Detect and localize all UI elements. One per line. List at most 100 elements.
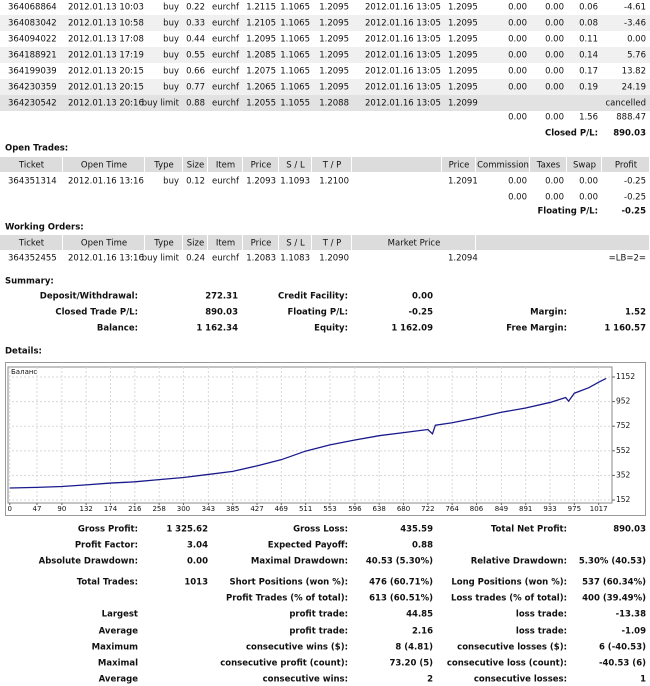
- header-cell: [183, 235, 207, 250]
- plot-area: [7, 366, 613, 504]
- stat-label: consecutive wins ($):: [246, 643, 348, 653]
- cell: 0.88: [186, 99, 205, 109]
- stat-value: 476 (60.71%): [369, 578, 433, 588]
- cell: 0.00: [545, 35, 564, 45]
- header-text: Swap: [573, 161, 596, 171]
- y-tick-label: 152: [616, 495, 631, 504]
- stat-label: Long Positions (won %):: [451, 578, 567, 588]
- stat-value: 0.88: [412, 541, 433, 551]
- x-tick-label: 975: [568, 505, 581, 513]
- cell: 1.2095: [319, 83, 349, 93]
- cell: 2012.01.16 13:05: [365, 19, 441, 29]
- stat-label: profit trade:: [289, 627, 348, 637]
- cell: 0.00: [545, 19, 564, 29]
- cell: 0.00: [545, 51, 564, 61]
- cell: 0.12: [186, 177, 205, 187]
- cell: 0.17: [579, 67, 598, 77]
- stat-value: 40.53 (5.30%): [366, 557, 433, 567]
- cell: 1.2095: [448, 67, 478, 77]
- stat-label: Total Trades:: [77, 578, 138, 588]
- stat-label: Total Net Profit:: [491, 525, 567, 535]
- cell: 24.19: [622, 83, 646, 93]
- header-text: Size: [187, 161, 204, 171]
- header-cell: [145, 235, 182, 250]
- header-cell: [208, 157, 242, 172]
- header-cell: [183, 157, 207, 172]
- stat-value: 1013: [184, 578, 208, 588]
- closed-pl-label: Closed P/L:: [545, 129, 598, 139]
- x-tick-label: 47: [32, 505, 41, 513]
- cell: 1.1055: [280, 99, 310, 109]
- cell: 364351314: [8, 177, 57, 187]
- cell: cancelled: [605, 99, 646, 109]
- stat-value: 435.59: [400, 525, 433, 535]
- summary-value: 1.52: [625, 308, 646, 318]
- stat-value: -13.38: [616, 610, 646, 620]
- total-cell: 0.00: [545, 113, 564, 123]
- cell: -4.61: [624, 3, 646, 13]
- cell: 1.2095: [319, 3, 349, 13]
- header-cell: [530, 157, 566, 172]
- cell: buy: [163, 35, 179, 45]
- summary-label: Deposit/Withdrawal:: [40, 292, 138, 302]
- header-cell: [442, 157, 475, 172]
- stat-label: Maximal Drawdown:: [251, 557, 348, 567]
- cell: 0.00: [508, 3, 527, 13]
- stat-value: 73.20 (5): [389, 659, 433, 669]
- cell: eurchf: [212, 99, 240, 109]
- header-text: T / P: [322, 239, 342, 249]
- closed-pl-value: 890.03: [613, 129, 646, 139]
- stat-label: Gross Profit:: [78, 525, 138, 535]
- total-cell: 0.00: [579, 193, 598, 203]
- cell: 0.33: [186, 19, 205, 29]
- cell: 0.44: [186, 35, 205, 45]
- y-tick-label: 752: [616, 421, 631, 430]
- summary-value: 0.00: [412, 292, 433, 302]
- stat-label: consecutive wins:: [263, 675, 348, 685]
- header-cell: [0, 235, 62, 250]
- stat-value: 890.03: [613, 525, 646, 535]
- cell: 2012.01.16 13:16: [68, 254, 144, 264]
- header-cell: [567, 157, 601, 172]
- cell: 1.2115: [246, 3, 276, 13]
- cell: 1.2095: [448, 19, 478, 29]
- cell: 1.2095: [448, 35, 478, 45]
- cell: 0.00: [627, 35, 646, 45]
- summary-label: Balance:: [97, 324, 138, 334]
- cell: buy limit: [142, 99, 180, 109]
- header-cell: [352, 235, 475, 250]
- cell: 1.2095: [448, 3, 478, 13]
- header-cell: [145, 157, 182, 172]
- stat-label: Average: [99, 627, 139, 637]
- header-text: Type: [153, 239, 174, 249]
- floating-pl-value: -0.25: [622, 207, 647, 217]
- cell: 1.1093: [280, 177, 310, 187]
- total-cell: 0.00: [508, 193, 527, 203]
- stat-value: 613 (60.51%): [369, 594, 433, 604]
- header-cell: [243, 157, 278, 172]
- cell: 0.00: [508, 35, 527, 45]
- cell: 1.1065: [280, 83, 310, 93]
- cell: 0.00: [508, 67, 527, 77]
- row-bg: [0, 47, 650, 63]
- header-text: Ticket: [18, 161, 45, 171]
- header-cell: [352, 157, 441, 172]
- cell: 1.2065: [246, 83, 276, 93]
- cell: 1.2094: [448, 254, 478, 264]
- total-cell: 888.47: [616, 113, 646, 123]
- cell: 1.2095: [246, 35, 276, 45]
- header-text: Item: [216, 239, 235, 249]
- stat-label: loss trade:: [516, 610, 567, 620]
- header-text: Commission: [477, 161, 529, 171]
- stat-value: 44.85: [406, 610, 433, 620]
- stat-value: 5.30% (40.53): [579, 557, 646, 567]
- cell: 364094022: [8, 35, 57, 45]
- legend-label: Баланс: [11, 368, 37, 376]
- cell: 1.2093: [246, 177, 276, 187]
- cell: eurchf: [212, 83, 240, 93]
- total-cell: -0.25: [624, 193, 646, 203]
- header-text: Price: [251, 239, 272, 249]
- cell: buy: [163, 67, 179, 77]
